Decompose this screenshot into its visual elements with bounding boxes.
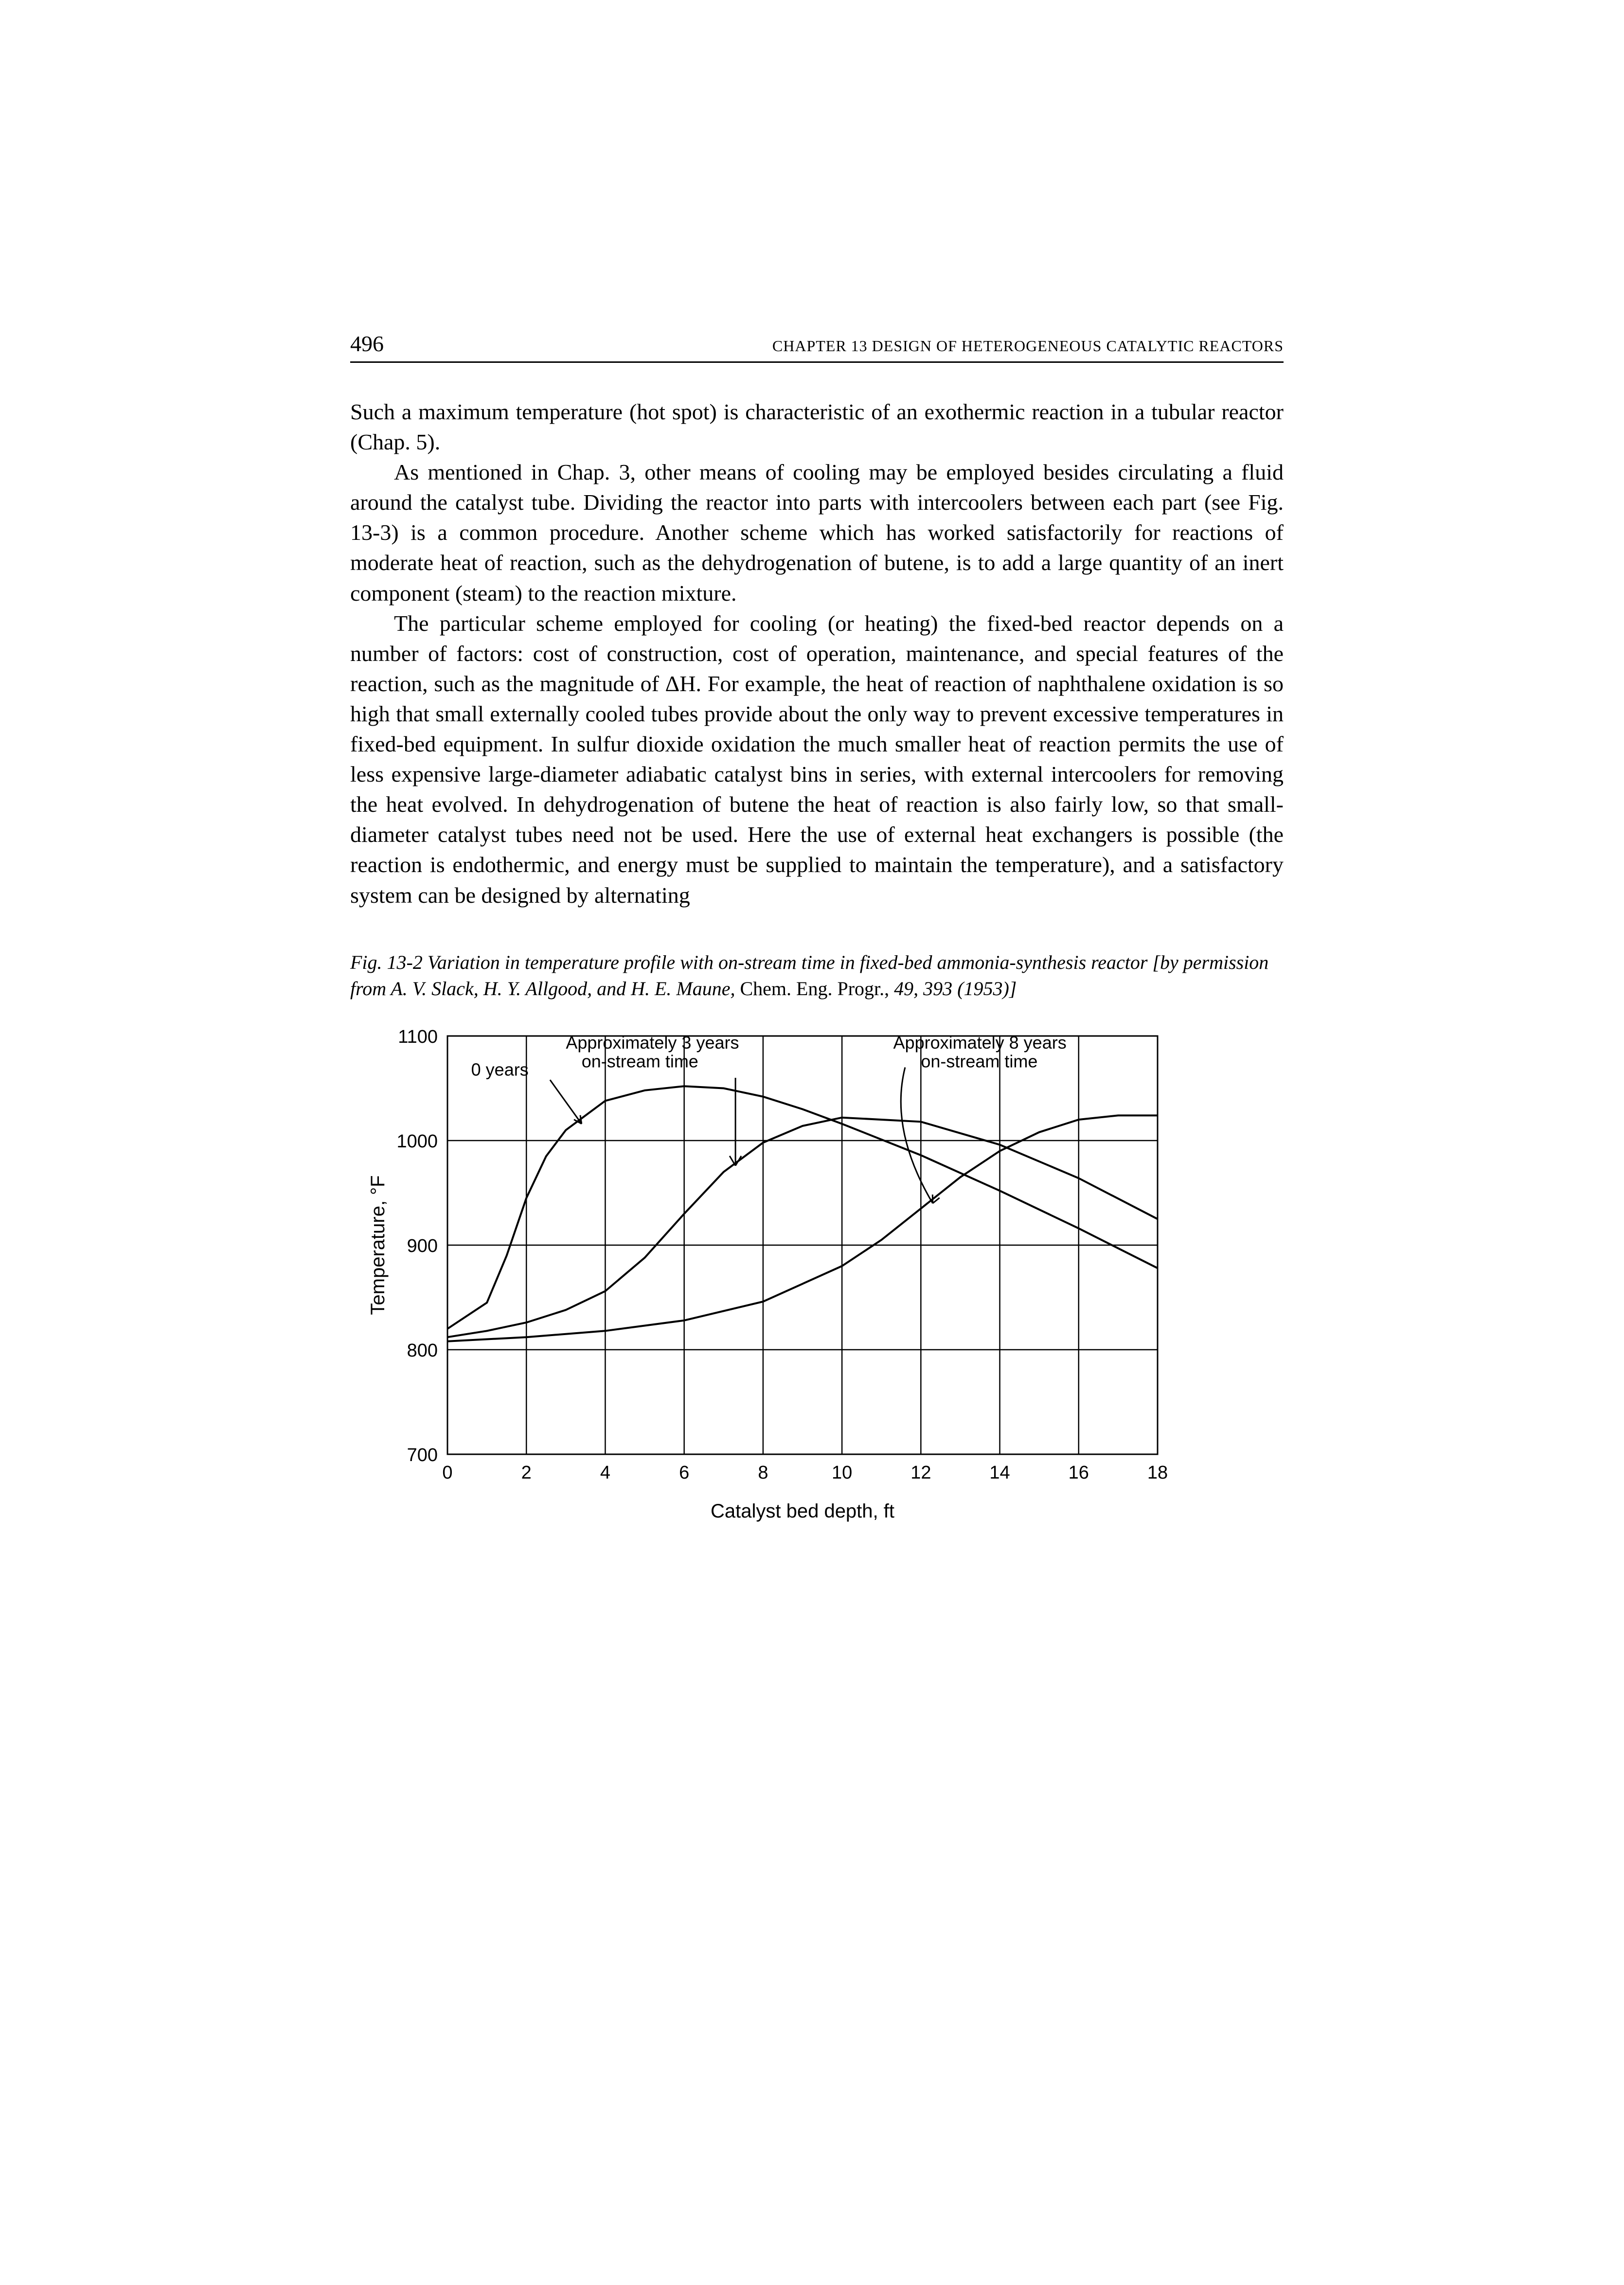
paragraph-1: Such a maximum temperature (hot spot) is… — [350, 397, 1284, 457]
svg-text:6: 6 — [679, 1463, 689, 1483]
svg-text:Catalyst bed depth, ft: Catalyst bed depth, ft — [711, 1500, 894, 1522]
svg-text:900: 900 — [407, 1236, 438, 1256]
svg-text:Temperature, °F: Temperature, °F — [367, 1175, 389, 1315]
svg-text:12: 12 — [910, 1463, 931, 1483]
svg-text:18: 18 — [1147, 1463, 1168, 1483]
svg-text:Approximately 3 years: Approximately 3 years — [566, 1032, 739, 1052]
svg-text:1000: 1000 — [396, 1131, 438, 1152]
paragraph-2: As mentioned in Chap. 3, other means of … — [350, 457, 1284, 608]
svg-text:1100: 1100 — [398, 1027, 438, 1047]
body-text: Such a maximum temperature (hot spot) is… — [350, 397, 1284, 910]
svg-text:0: 0 — [442, 1463, 452, 1483]
svg-text:800: 800 — [407, 1340, 438, 1361]
svg-text:on-stream time: on-stream time — [921, 1051, 1037, 1071]
svg-text:700: 700 — [407, 1445, 438, 1465]
chapter-title: CHAPTER 13 DESIGN OF HETEROGENEOUS CATAL… — [772, 337, 1284, 355]
running-head: 496 CHAPTER 13 DESIGN OF HETEROGENEOUS C… — [350, 331, 1284, 363]
page: 496 CHAPTER 13 DESIGN OF HETEROGENEOUS C… — [0, 0, 1624, 2285]
svg-text:14: 14 — [989, 1463, 1010, 1483]
svg-text:Approximately 8 years: Approximately 8 years — [893, 1032, 1067, 1052]
chart-svg: 0 2 4 6 8 10 12 14 16 18 700 800 900 1000 1100 Catalyst… — [350, 1021, 1177, 1532]
svg-text:on-stream time: on-stream time — [582, 1051, 698, 1071]
paragraph-3: The particular scheme employed for cooli… — [350, 608, 1284, 910]
svg-text:2: 2 — [521, 1463, 532, 1483]
caption-lead: Fig. 13-2 Variation in temperature profi… — [350, 951, 1147, 973]
svg-text:0 years: 0 years — [471, 1059, 529, 1079]
svg-text:8: 8 — [758, 1463, 768, 1483]
svg-text:16: 16 — [1069, 1463, 1089, 1483]
svg-text:4: 4 — [600, 1463, 610, 1483]
chart: 0 2 4 6 8 10 12 14 16 18 700 800 900 1000 1100 Catalyst… — [350, 1021, 1284, 1535]
svg-text:10: 10 — [832, 1463, 852, 1483]
caption-journal: Chem. Eng. Progr., — [740, 978, 894, 1000]
page-number: 496 — [350, 331, 384, 357]
caption-cite: 49, 393 (1953)] — [894, 978, 1017, 1000]
figure-caption: Fig. 13-2 Variation in temperature profi… — [350, 949, 1284, 1002]
